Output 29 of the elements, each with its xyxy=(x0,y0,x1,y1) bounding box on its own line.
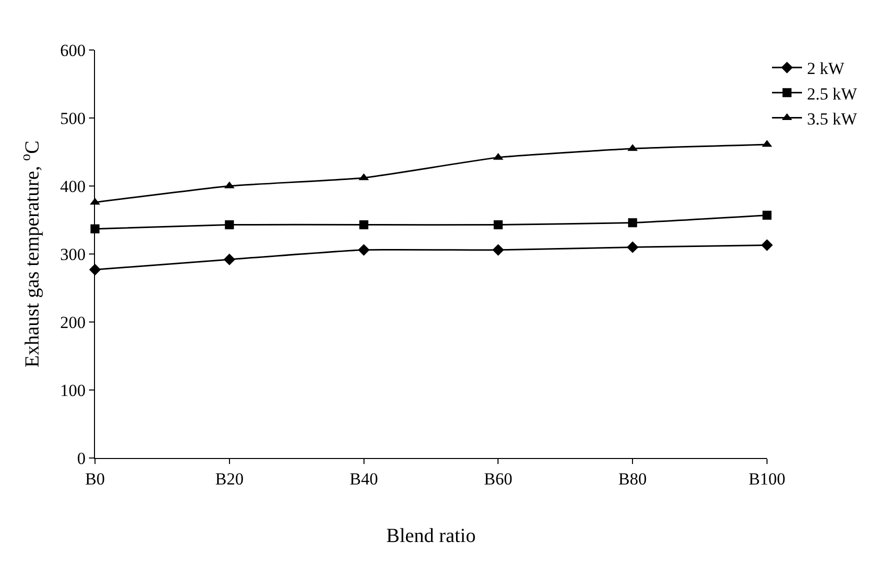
y-tick-label: 600 xyxy=(60,40,86,60)
y-tick-label: 300 xyxy=(60,244,86,264)
x-tick-label: B80 xyxy=(618,469,647,488)
x-axis-title: Blend ratio xyxy=(386,524,476,547)
point xyxy=(762,210,772,220)
y-tick-label: 200 xyxy=(60,312,86,332)
x-tick-label: B60 xyxy=(484,469,512,488)
x-tick-label: B40 xyxy=(350,469,378,488)
y-tick-label: 100 xyxy=(60,380,86,400)
x-tick-label: B100 xyxy=(748,469,786,488)
point xyxy=(224,254,236,266)
point xyxy=(626,241,638,254)
y-tick-label: 400 xyxy=(60,176,86,196)
legend-label: 2 kW xyxy=(807,59,846,78)
point xyxy=(224,220,234,230)
point xyxy=(358,244,370,256)
y-tick-label: 0 xyxy=(77,448,86,468)
x-tick-label: B20 xyxy=(215,469,244,488)
point xyxy=(359,220,368,230)
point xyxy=(493,152,504,160)
point xyxy=(358,173,369,180)
point xyxy=(494,220,503,230)
legend-label: 2.5 kW xyxy=(807,84,858,104)
x-tick-label: B0 xyxy=(85,469,105,488)
point xyxy=(761,239,773,252)
point xyxy=(492,244,504,256)
point xyxy=(628,218,638,228)
y-tick-label: 500 xyxy=(60,108,86,128)
legend-label: 3.5 kW xyxy=(807,109,858,128)
